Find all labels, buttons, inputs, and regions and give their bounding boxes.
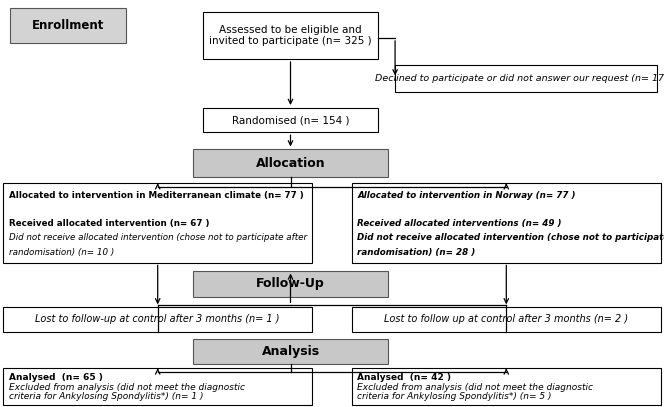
Text: Analysed  (n= 42 ): Analysed (n= 42 ) (357, 374, 452, 383)
Text: Analysis: Analysis (262, 345, 319, 358)
Text: randomisation) (n= 10 ): randomisation) (n= 10 ) (9, 247, 114, 257)
FancyBboxPatch shape (203, 12, 378, 59)
Text: Did not receive allocated intervention (chose not to participate after: Did not receive allocated intervention (… (9, 233, 307, 243)
FancyBboxPatch shape (352, 368, 661, 405)
FancyBboxPatch shape (3, 307, 312, 332)
FancyBboxPatch shape (193, 339, 388, 364)
Text: randomisation) (n= 28 ): randomisation) (n= 28 ) (357, 247, 475, 257)
Text: Received allocated interventions (n= 49 ): Received allocated interventions (n= 49 … (357, 219, 562, 228)
Text: Assessed to be eligible and
invited to participate (n= 325 ): Assessed to be eligible and invited to p… (209, 25, 372, 46)
FancyBboxPatch shape (395, 65, 657, 92)
Text: Did not receive allocated intervention (chose not to participate after: Did not receive allocated intervention (… (357, 233, 664, 243)
Text: Excluded from analysis (did not meet the diagnostic: Excluded from analysis (did not meet the… (9, 383, 244, 392)
Text: Allocated to intervention in Mediterranean climate (n= 77 ): Allocated to intervention in Mediterrane… (9, 190, 303, 200)
Text: Excluded from analysis (did not meet the diagnostic: Excluded from analysis (did not meet the… (357, 383, 593, 392)
Text: Lost to follow up at control after 3 months (n= 2 ): Lost to follow up at control after 3 mon… (384, 315, 628, 324)
Text: Randomised (n= 154 ): Randomised (n= 154 ) (232, 115, 349, 125)
Text: Received allocated intervention (n= 67 ): Received allocated intervention (n= 67 ) (9, 219, 209, 228)
Text: Analysed  (n= 65 ): Analysed (n= 65 ) (9, 374, 102, 383)
FancyBboxPatch shape (3, 368, 312, 405)
FancyBboxPatch shape (3, 183, 312, 263)
Text: Declined to participate or did not answer our request (n= 171 ): Declined to participate or did not answe… (375, 74, 664, 83)
FancyBboxPatch shape (203, 108, 378, 132)
Text: criteria for Ankylosing Spondylitis*) (n= 5 ): criteria for Ankylosing Spondylitis*) (n… (357, 392, 552, 401)
Text: Lost to follow-up at control after 3 months (n= 1 ): Lost to follow-up at control after 3 mon… (35, 315, 280, 324)
FancyBboxPatch shape (193, 149, 388, 177)
FancyBboxPatch shape (352, 307, 661, 332)
Text: Allocation: Allocation (256, 157, 325, 170)
FancyBboxPatch shape (352, 183, 661, 263)
Text: Follow-Up: Follow-Up (256, 278, 325, 290)
Text: criteria for Ankylosing Spondylitis*) (n= 1 ): criteria for Ankylosing Spondylitis*) (n… (9, 392, 203, 401)
Text: Enrollment: Enrollment (32, 19, 104, 32)
FancyBboxPatch shape (193, 271, 388, 297)
Text: Allocated to intervention in Norway (n= 77 ): Allocated to intervention in Norway (n= … (357, 190, 576, 200)
FancyBboxPatch shape (10, 8, 126, 43)
